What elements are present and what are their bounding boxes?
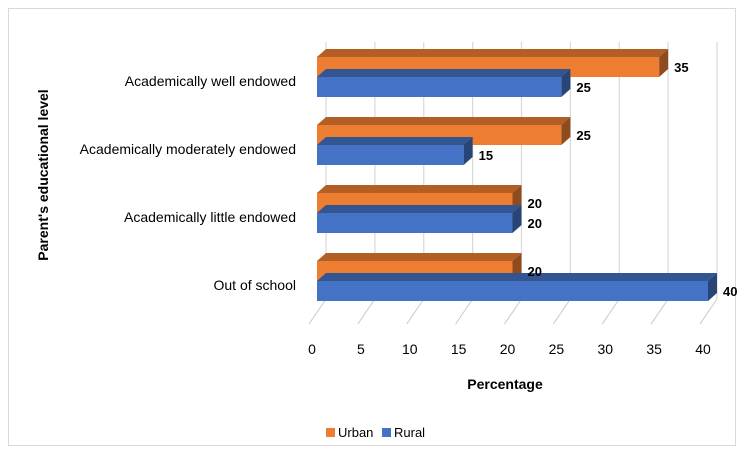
floor-line [504,298,522,325]
bar-side-urban [659,49,669,77]
data-label: 20 [528,196,542,211]
x-tick-label: 0 [308,341,316,357]
x-tick-label: 25 [549,341,565,357]
floor-line [699,298,718,325]
category-label: Academically moderately endowed [80,141,296,157]
category-label: Academically little endowed [124,209,296,225]
bar-top-rural [317,205,522,213]
bar-side-rural [708,273,717,301]
floor-line [552,298,571,325]
bar-rural [317,145,464,165]
bar-rural [317,77,562,97]
data-label: 40 [723,284,737,299]
x-tick-label: 35 [646,341,662,357]
floor-line [455,298,474,325]
data-label: 35 [674,60,688,75]
category-label: Out of school [214,277,297,293]
data-label: 15 [479,148,493,163]
category-label: Academically well endowed [125,73,296,89]
x-tick-label: 5 [357,341,365,357]
data-label: 20 [528,216,542,231]
legend: Urban Rural [326,425,425,440]
bar-side-urban [561,117,571,145]
floor-line [650,298,669,325]
x-tick-label: 40 [695,341,711,357]
data-label: 20 [528,264,542,279]
data-label: 25 [576,128,590,143]
floor-line [357,298,376,325]
x-tick-label: 15 [451,341,467,357]
legend-swatch-rural [382,428,391,437]
x-axis-title: Percentage [467,376,543,392]
bar-top-urban [317,185,522,193]
floor-line [406,298,425,325]
bar-top-urban [317,253,522,261]
x-tick-label: 20 [500,341,516,357]
bar-side-rural [561,69,571,97]
bar-rural [317,281,708,301]
bar-rural [317,213,513,233]
floor-line [308,298,327,325]
floor-line [601,298,620,325]
bar-top-rural [317,137,473,145]
bars-layer [317,49,717,301]
y-axis-title: Parent's educational level [35,89,51,260]
bar-side-rural [463,137,473,165]
bar-side-rural [512,205,522,233]
bar-top-rural [317,69,571,77]
x-tick-label: 30 [597,341,613,357]
bar-top-urban [317,49,669,57]
legend-label-rural: Rural [394,425,425,440]
bar-top-urban [317,117,571,125]
bar-top-rural [317,273,717,281]
legend-swatch-urban [326,428,335,437]
legend-label-urban: Urban [338,425,373,440]
data-label: 25 [576,80,590,95]
x-tick-label: 10 [402,341,418,357]
labels-layer: 0 5 10 15 20 25 30 35 40 Academically well endowe… [80,60,738,357]
